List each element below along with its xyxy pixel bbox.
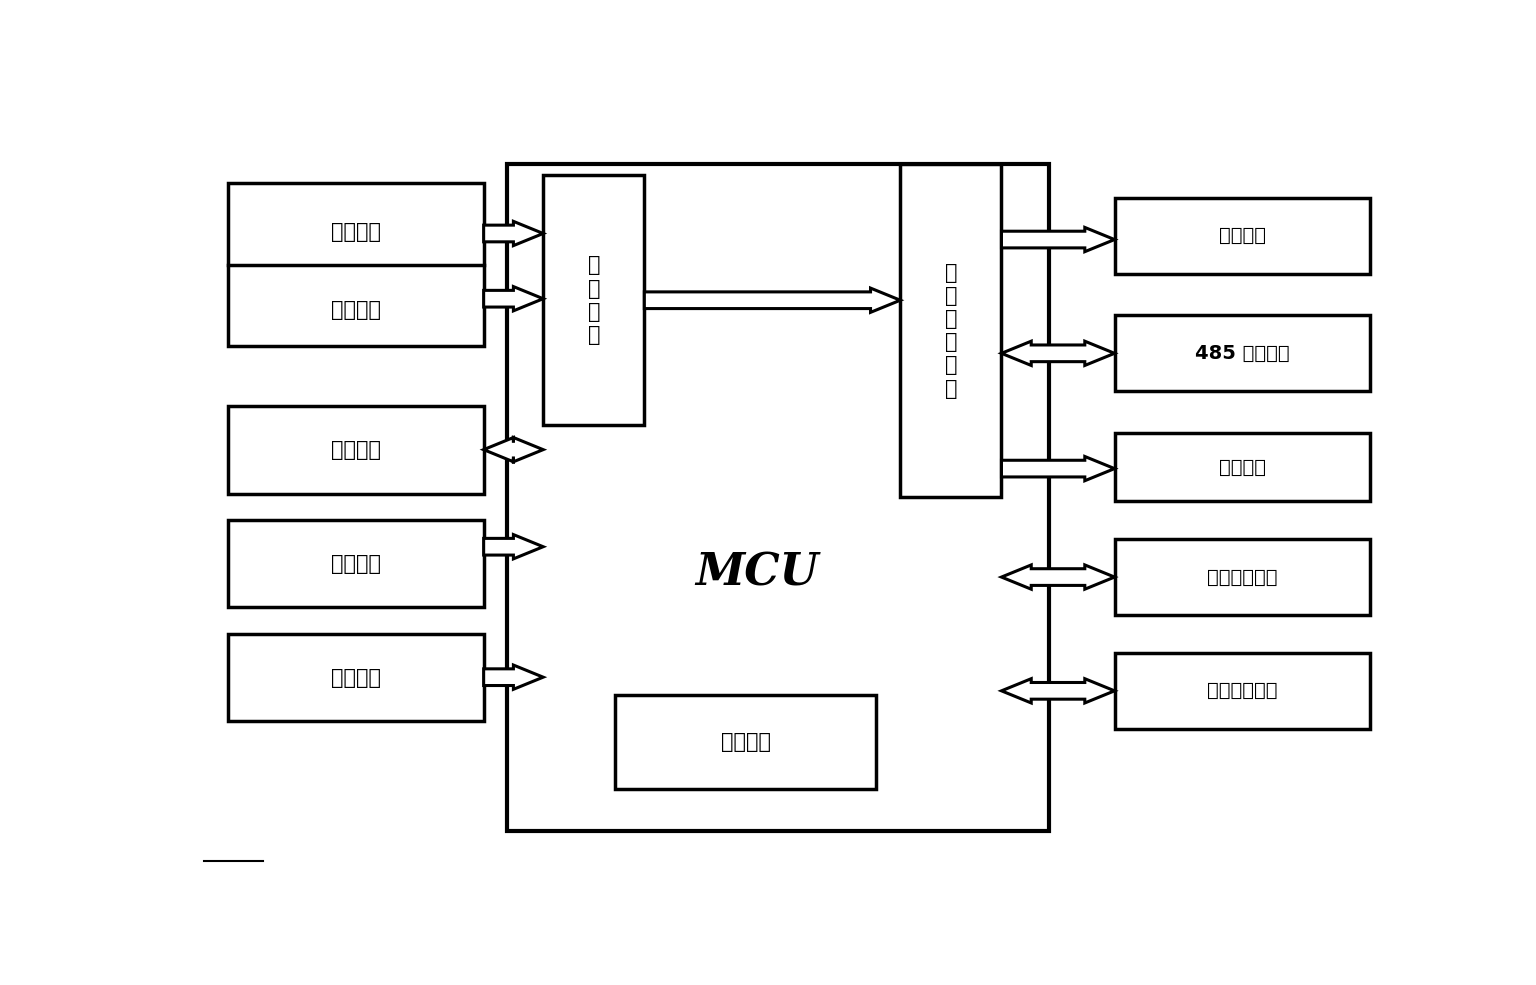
Bar <box>1115 539 1370 615</box>
Polygon shape <box>484 665 544 689</box>
Text: 数据存储: 数据存储 <box>330 440 381 460</box>
Polygon shape <box>1001 679 1115 703</box>
Text: 脉冲输出: 脉冲输出 <box>1220 458 1266 477</box>
Polygon shape <box>484 535 544 558</box>
Bar <box>614 694 877 789</box>
Bar <box>227 407 484 493</box>
Bar <box>227 182 484 346</box>
Text: 液晶显示: 液晶显示 <box>1220 227 1266 245</box>
Bar <box>1115 315 1370 391</box>
Text: 工作电源: 工作电源 <box>330 668 381 688</box>
Text: 电流采样: 电流采样 <box>330 300 381 320</box>
Polygon shape <box>484 437 544 462</box>
Text: 功能按键: 功能按键 <box>330 554 381 574</box>
Text: 485 通信接口: 485 通信接口 <box>1195 344 1290 362</box>
Bar <box>1115 433 1370 501</box>
Polygon shape <box>484 287 544 311</box>
Text: 载波通信接口: 载波通信接口 <box>1207 567 1278 586</box>
Text: 时钟单元: 时钟单元 <box>720 732 771 752</box>
Text: 电压采样: 电压采样 <box>330 222 381 242</box>
Bar <box>227 634 484 721</box>
Bar <box>507 164 1049 831</box>
Text: 红外通信接口: 红外通信接口 <box>1207 682 1278 700</box>
Polygon shape <box>1001 228 1115 252</box>
Text: 计
量
单
元: 计 量 单 元 <box>587 255 601 345</box>
Bar <box>900 164 1001 497</box>
Polygon shape <box>1001 565 1115 589</box>
Polygon shape <box>484 222 544 245</box>
Text: MCU: MCU <box>696 552 819 595</box>
Polygon shape <box>1001 456 1115 481</box>
Bar <box>1115 198 1370 274</box>
Bar <box>1115 653 1370 729</box>
Text: 液
晶
驱
动
单
元: 液 晶 驱 动 单 元 <box>945 263 957 399</box>
Bar <box>544 175 645 426</box>
Polygon shape <box>645 288 900 312</box>
Bar <box>227 520 484 608</box>
Polygon shape <box>1001 341 1115 365</box>
